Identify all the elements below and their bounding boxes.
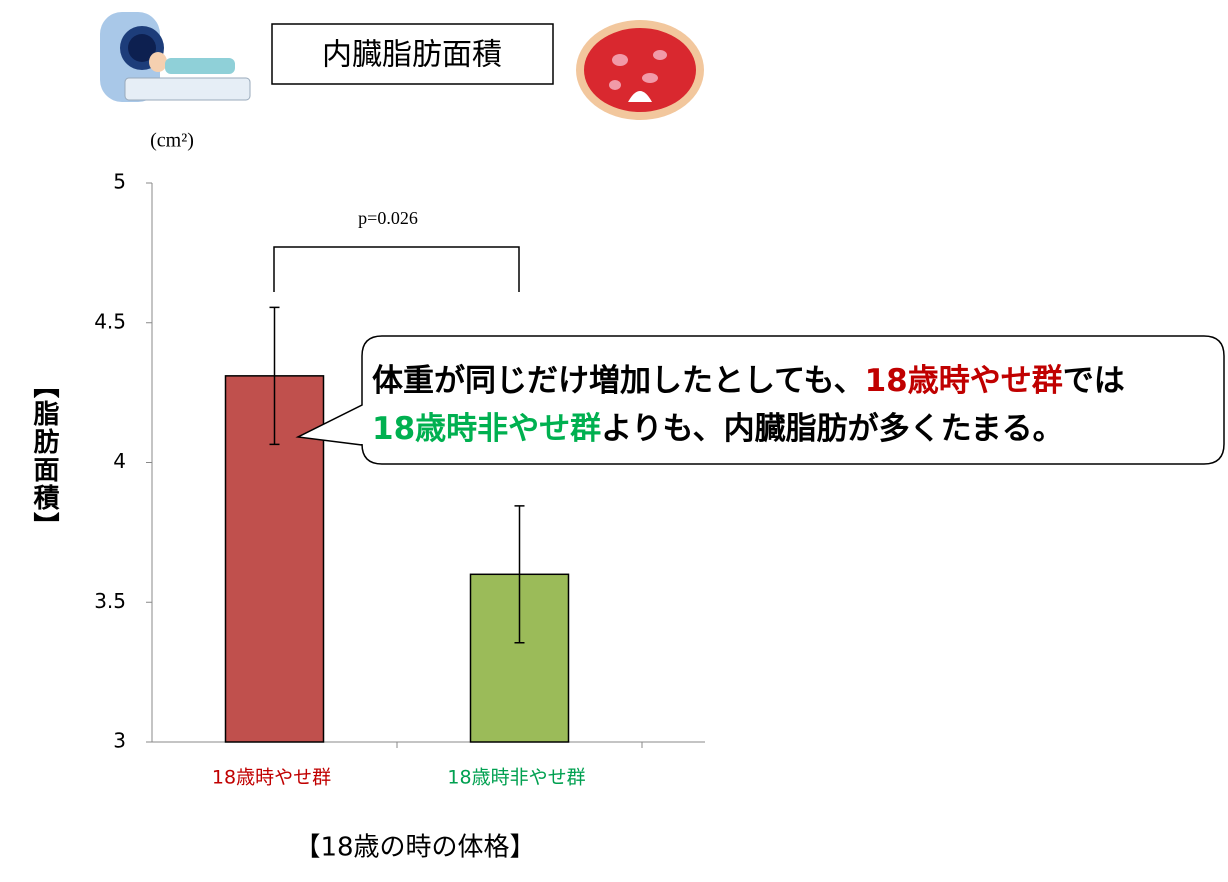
callout-box: [295, 335, 1225, 465]
y-axis-title: 【脂肪面積】: [29, 372, 59, 540]
unit-label: (cm²): [150, 130, 194, 152]
callout-segment: 18歳時やせ群: [865, 363, 1063, 399]
plot: 3 3.5 4 4.5 5 18歳時やせ群 18歳時非やせ群: [94, 170, 643, 789]
callout-segment: では: [1063, 363, 1125, 399]
callout-line: 体重が同じだけ増加したとしても、18歳時やせ群では: [372, 363, 1125, 399]
callout-segment: よりも、内臓脂肪が多くたまる。: [601, 411, 1064, 447]
abdomen-icon: [576, 20, 704, 120]
chart-title: 内臓脂肪面積: [322, 38, 502, 73]
significance-bracket: [273, 246, 520, 292]
callout-text: 体重が同じだけ増加したとしても、18歳時やせ群では 18歳時非やせ群よりも、内臓脂…: [372, 363, 1125, 447]
y-tick-label: 4.5: [94, 309, 126, 333]
y-tick-label: 3: [113, 729, 126, 753]
callout-segment: 18歳時非やせ群: [372, 411, 601, 447]
x-tick-label: 18歳時やせ群: [212, 767, 331, 789]
error-bar: [514, 505, 525, 644]
callout-line: 18歳時非やせ群よりも、内臓脂肪が多くたまる。: [372, 411, 1064, 447]
x-tick-label: 18歳時非やせ群: [447, 767, 585, 789]
p-value: p=0.026: [358, 208, 418, 228]
y-tick-label: 4: [113, 449, 126, 473]
y-tick-label: 5: [113, 170, 126, 194]
y-tick-label: 3.5: [94, 589, 126, 613]
mri-icon: [100, 12, 251, 102]
title-box: [271, 23, 554, 85]
error-bar: [269, 306, 280, 446]
callout-segment: 体重が同じだけ増加したとしても、: [372, 363, 865, 399]
x-axis-title: 【18歳の時の体格】: [294, 833, 535, 863]
